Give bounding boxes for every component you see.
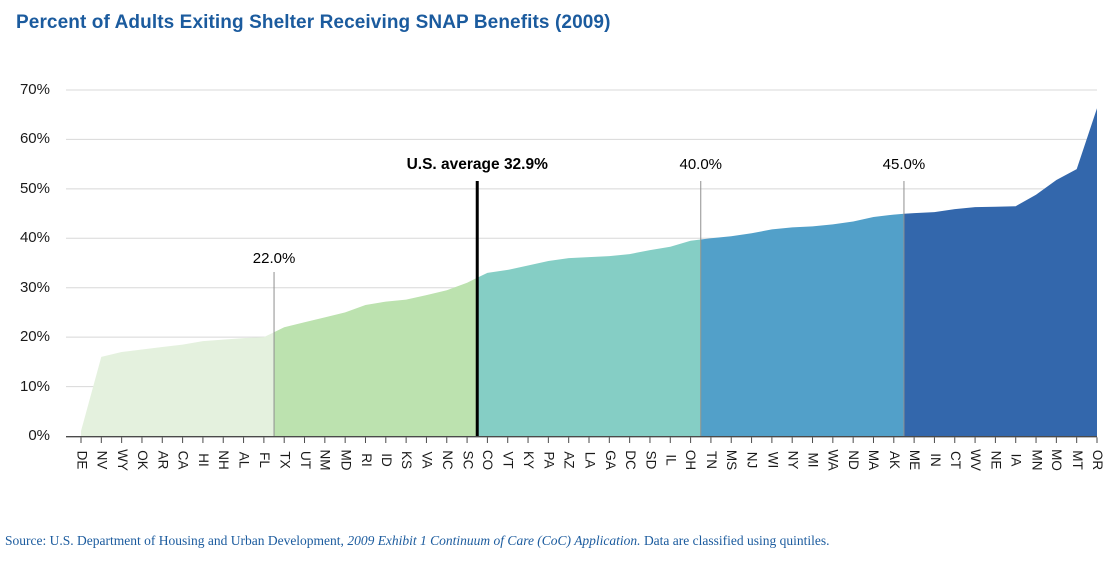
y-tick-label-70: 70%	[19, 81, 50, 98]
annotation-label-1: U.S. average 32.9%	[406, 156, 548, 173]
area-quintile-2	[274, 277, 478, 436]
source-prefix: Source: U.S. Department of Housing and U…	[5, 533, 348, 548]
y-tick-label-50: 50%	[19, 179, 50, 197]
annotation-label-3: 45.0%	[882, 156, 926, 173]
area-quintile-3	[477, 239, 701, 436]
y-tick-label-30: 30%	[19, 278, 50, 296]
area-quintile-4	[700, 213, 904, 436]
source-note: Source: U.S. Department of Housing and U…	[5, 533, 830, 549]
state-label: OR	[1090, 449, 1105, 471]
source-suffix: Data are classified using quintiles.	[640, 533, 830, 548]
y-tick-label-60: 60%	[19, 130, 50, 148]
annotation-label-2: 40.0%	[679, 156, 723, 173]
annotation-label-0: 22.0%	[252, 250, 296, 267]
y-tick-label-10: 10%	[19, 377, 50, 395]
chart-title: Percent of Adults Exiting Shelter Receiv…	[16, 12, 611, 33]
y-tick-label-40: 40%	[19, 229, 50, 247]
y-tick-label-20: 20%	[19, 328, 50, 346]
area-quintile-5	[904, 108, 1097, 437]
y-tick-label-0: 0%	[28, 427, 50, 444]
source-citation: 2009 Exhibit 1 Continuum of Care (CoC) A…	[347, 533, 641, 548]
area-quintile-1	[81, 332, 274, 436]
x-tick-label-OR: OR	[1080, 443, 1114, 483]
